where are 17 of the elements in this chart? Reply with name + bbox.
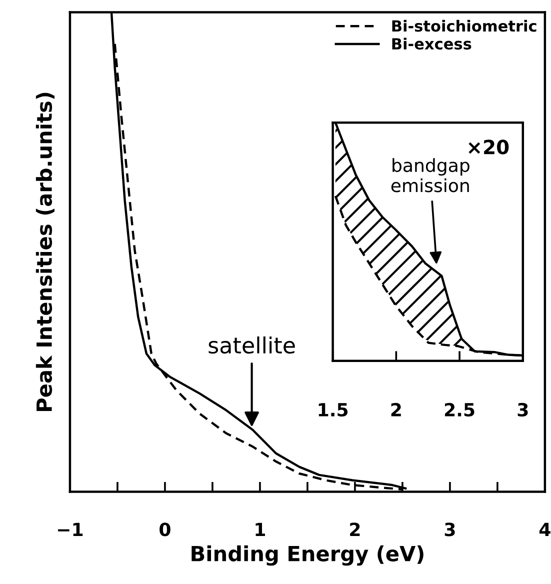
x-tick-label: 2.5 xyxy=(444,402,474,417)
x-tick-label: 2 xyxy=(350,522,360,536)
y-axis-title: Peak Intensities (arb.units) xyxy=(36,92,55,412)
x-tick-label: 1 xyxy=(256,522,265,536)
x-tick-label: −1 xyxy=(58,522,83,536)
x-tick-label: 2 xyxy=(391,402,401,416)
annotation: satellite xyxy=(208,336,295,354)
x-axis-title: Binding Energy (eV) xyxy=(192,545,424,566)
x-tick-label: 4 xyxy=(539,522,550,536)
x-tick-label: 1.5 xyxy=(318,403,348,417)
legend-label: Bi-excess xyxy=(392,38,472,50)
x-tick-label: 3 xyxy=(518,402,528,417)
annotation: ×20 xyxy=(468,140,509,154)
x-tick-label: 0 xyxy=(160,522,170,536)
legend-label: Bi-stoichiometric xyxy=(392,20,536,32)
x-tick-label: 3 xyxy=(444,522,455,536)
annotation: bandgap emission xyxy=(391,158,470,192)
